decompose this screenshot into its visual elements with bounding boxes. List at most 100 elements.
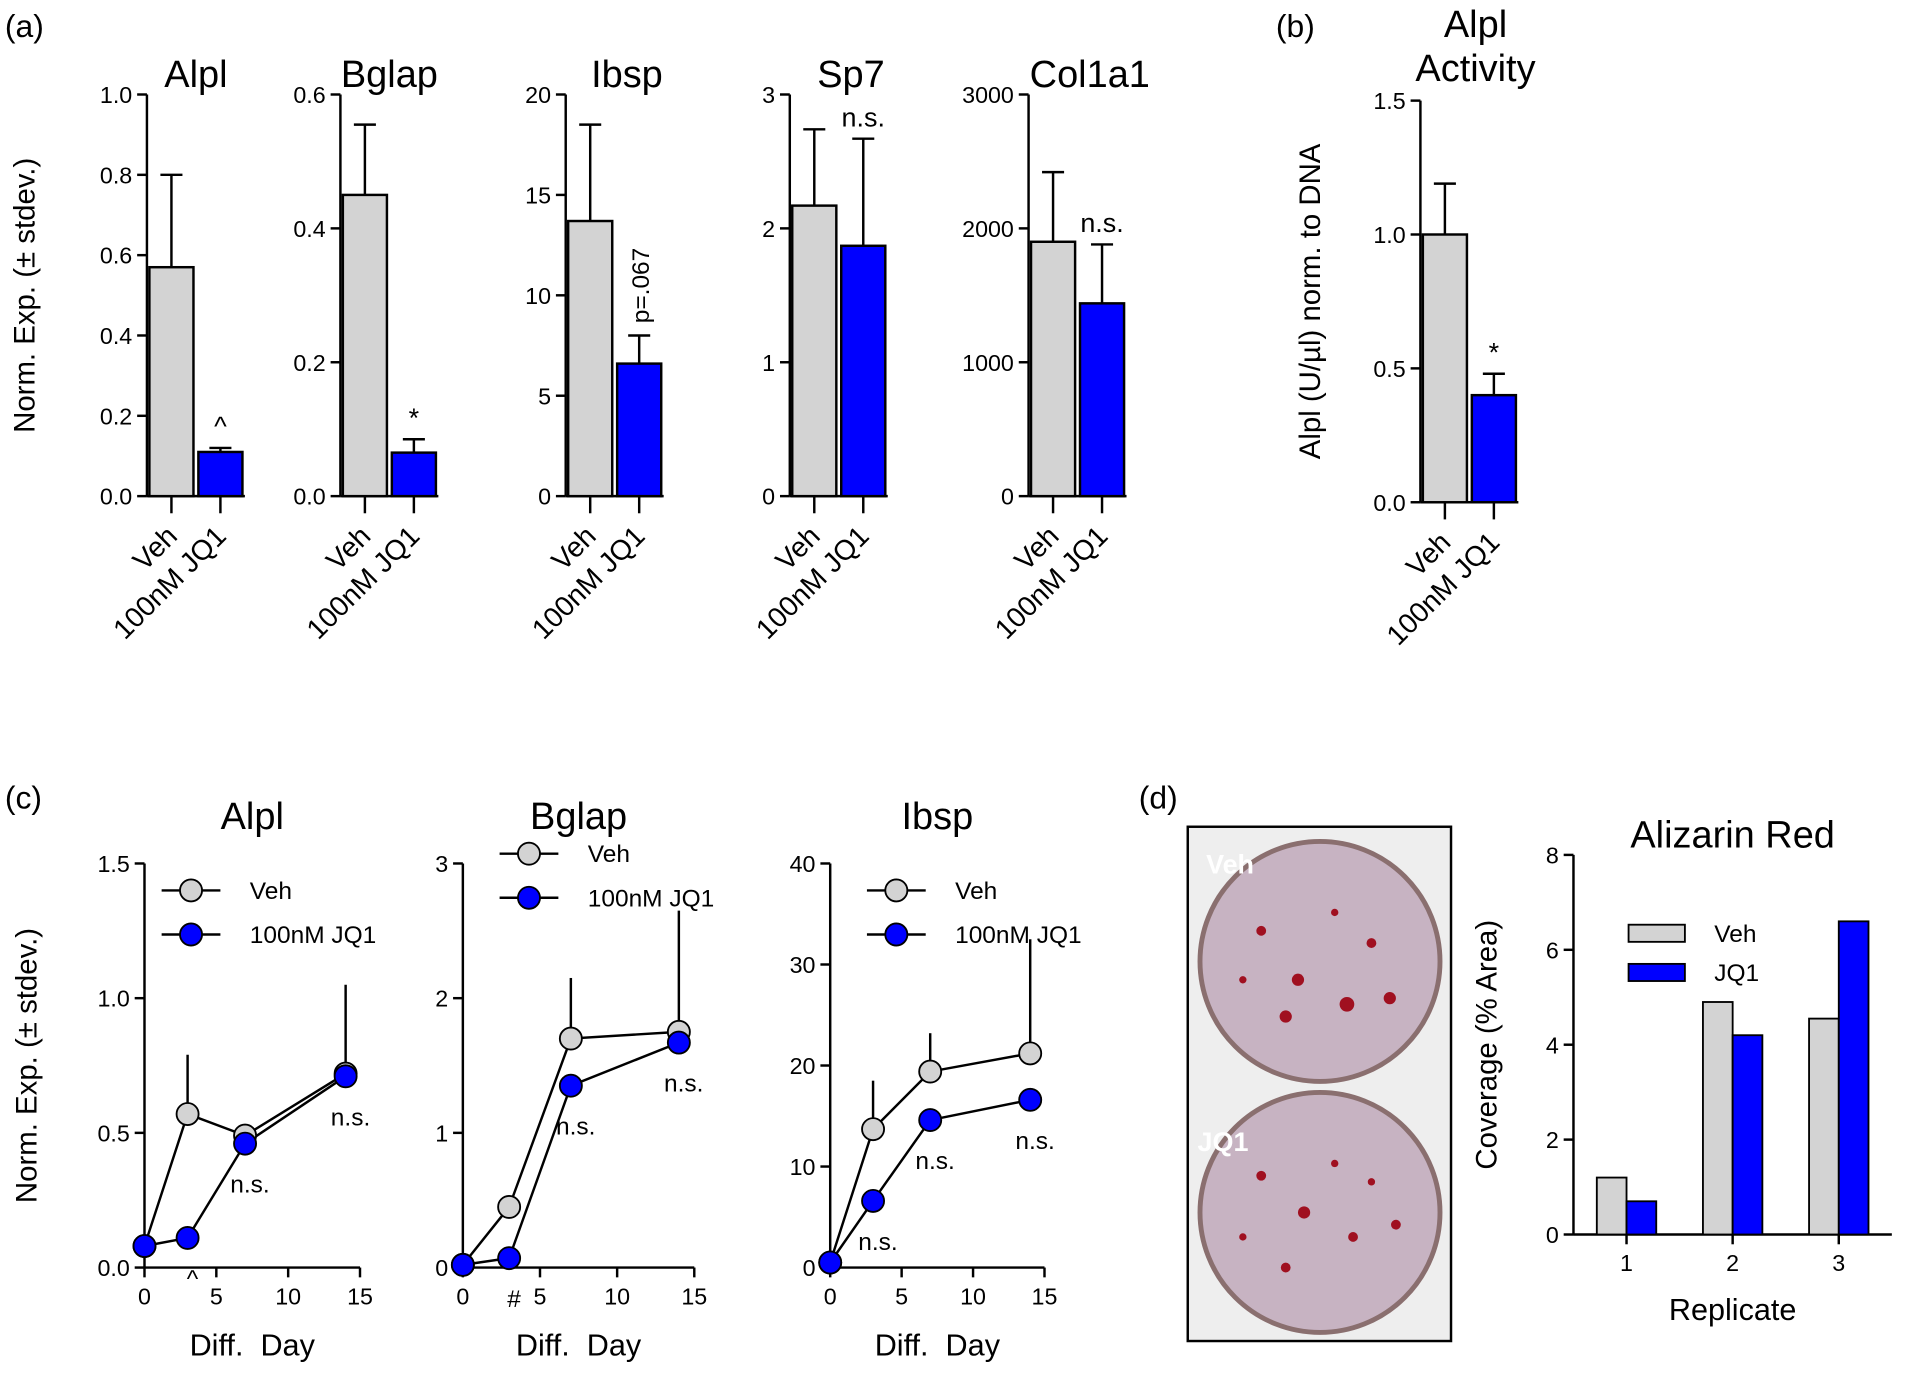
annotation: n.s. [1015,1128,1054,1155]
y-tick-label: 0.6 [293,82,325,108]
bar [1625,1200,1658,1236]
y-axis-label: Coverage (% Area) [1470,920,1503,1170]
y-tick-label: 20 [525,82,551,108]
marker [175,1102,200,1126]
chart-title: Bglap [530,796,627,838]
y-tick-label: 0.0 [97,1255,129,1281]
x-tick-label: 5 [895,1283,908,1309]
marker [818,1250,843,1275]
x-tick-label: 15 [1032,1283,1058,1309]
line [461,1030,679,1266]
y-tick-label: 0 [1546,1222,1559,1248]
bar [390,451,438,498]
marker [918,1108,943,1133]
y-tick-label: 6 [1546,937,1559,963]
y-tick-label: 3 [762,82,775,108]
y-tick-label: 4 [1546,1032,1559,1058]
line [462,1041,680,1267]
annotation: p=.067 [628,248,655,324]
marker [918,1059,943,1084]
line [143,1072,347,1247]
marker [861,1188,885,1213]
x-tick-label: 2 [1726,1250,1739,1276]
y-tick-label: 0.4 [100,323,132,349]
x-tick-label: 5 [534,1283,547,1309]
annotation: n.s. [1080,208,1123,238]
y-tick-label: 2 [762,216,775,242]
legend-swatch [1627,962,1686,982]
chart-title: Col1a1 [1030,54,1150,96]
x-tick-label: 15 [681,1283,707,1309]
x-tick-label: 0 [138,1283,151,1309]
y-tick-label: 0 [435,1255,448,1281]
y-tick-label: 40 [790,851,816,877]
bar [1421,233,1469,504]
y-tick-label: 20 [790,1053,816,1079]
annotation: n.s. [331,1104,370,1131]
bar [840,244,887,498]
y-tick-label: 10 [525,283,551,309]
bar [341,193,389,498]
y-tick-label: 1.5 [97,851,129,877]
photo-label: Veh [1206,849,1254,879]
chart-title: Alizarin Red [1630,815,1835,857]
panel-label: (a) [5,8,44,44]
annotation: n.s. [842,102,885,132]
bar [1078,302,1126,498]
legend-label: 100nM JQ1 [250,922,376,949]
y-tick-label: 0.0 [1373,490,1405,516]
y-tick-label: 0.5 [1373,356,1405,382]
annotation: n.s. [664,1071,703,1098]
y-tick-label: 15 [525,182,551,208]
y-tick-label: 1.0 [1373,222,1405,248]
y-tick-label: 2 [435,986,448,1012]
legend-label: Veh [1714,921,1756,948]
y-tick-label: 2000 [962,216,1014,242]
photo-label: JQ1 [1198,1127,1249,1157]
y-tick-label: 0.6 [100,243,132,269]
legend-swatch [1627,923,1686,943]
y-tick-label: 3 [435,851,448,877]
marker [558,1073,583,1098]
y-tick-label: 1 [435,1120,448,1146]
annotation: n.s. [556,1114,595,1141]
bar [1837,920,1870,1236]
chart-title: Alpl [164,54,227,96]
y-tick-label: 0 [538,484,551,510]
bar [615,362,663,498]
legend-marker [517,841,541,866]
marker [450,1252,475,1277]
marker [666,1030,691,1055]
x-tick-label: 15 [347,1283,373,1309]
y-tick-label: 2 [1546,1127,1559,1153]
well [1197,838,1443,1084]
bar [1470,393,1518,504]
marker [497,1195,522,1219]
marker [861,1117,885,1142]
y-tick-label: 5 [538,383,551,409]
marker [333,1064,358,1089]
y-tick-label: 0.5 [97,1120,129,1146]
annotation: ^ [187,1266,199,1293]
x-tick-label: 5 [210,1283,223,1309]
photo: Veh JQ1 [1186,825,1453,1343]
stain-spots [1239,908,1401,1273]
bar [1808,1017,1840,1236]
marker [132,1234,157,1258]
y-tick-label: 0 [803,1255,816,1281]
x-tick-label: 10 [604,1283,630,1309]
y-tick-label: 0 [762,484,775,510]
annotation: # [507,1286,521,1313]
y-tick-label: 0.8 [100,162,132,188]
y-axis-label: Alpl (U/µl) norm. to DNA [1294,143,1327,459]
marker [1018,1087,1043,1112]
y-tick-label: 10 [790,1154,816,1180]
bar [1595,1176,1628,1236]
legend-marker [884,878,909,903]
y-tick-label: 1.0 [97,986,129,1012]
y-tick-label: 0.2 [100,403,132,429]
legend-label: 100nM JQ1 [955,922,1082,949]
x-tick-label: 1 [1620,1250,1633,1276]
legend-label: Veh [955,878,997,905]
